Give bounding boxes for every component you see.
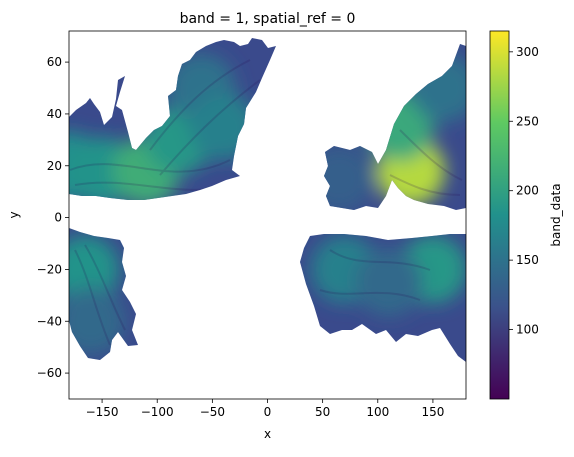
y-tick-label: 60 [47,55,62,69]
y-tick-label: 40 [47,107,62,121]
colorbar-tick-label: 150 [516,253,539,267]
x-tick-label: 50 [315,405,330,419]
x-tick-label: 0 [264,405,272,419]
x-tick-label: 150 [421,405,444,419]
x-tick-label: −100 [141,405,174,419]
x-axis-label: x [264,427,271,441]
y-tick-label: 0 [54,211,62,225]
y-tick-label: −60 [37,366,62,380]
colorbar-tick-label: 200 [516,184,539,198]
texture-streaks [69,59,463,346]
y-tick-label: −20 [37,262,62,276]
heatmap-region [354,248,423,317]
colorbar-ticks: 100 150 200 250 300 [509,45,539,337]
colorbar-label: band_data [549,183,563,246]
colorbar-tick-label: 100 [516,323,539,337]
y-tick-label: −40 [37,314,62,328]
x-axis-ticks: −150 −100 −50 0 50 100 150 [86,399,444,419]
colorbar-tick-label: 300 [516,45,539,59]
y-axis-label: y [7,211,21,218]
chart-title: band = 1, spatial_ref = 0 [180,11,356,27]
x-tick-label: 100 [366,405,389,419]
y-axis-ticks: −60 −40 −20 0 20 40 60 [37,55,69,380]
colorbar-tick-label: 250 [516,114,539,128]
heatmap-region [69,235,120,304]
x-tick-label: −150 [86,405,119,419]
colorbar [489,30,510,400]
x-tick-label: −50 [200,405,225,419]
y-tick-label: 20 [47,159,62,173]
